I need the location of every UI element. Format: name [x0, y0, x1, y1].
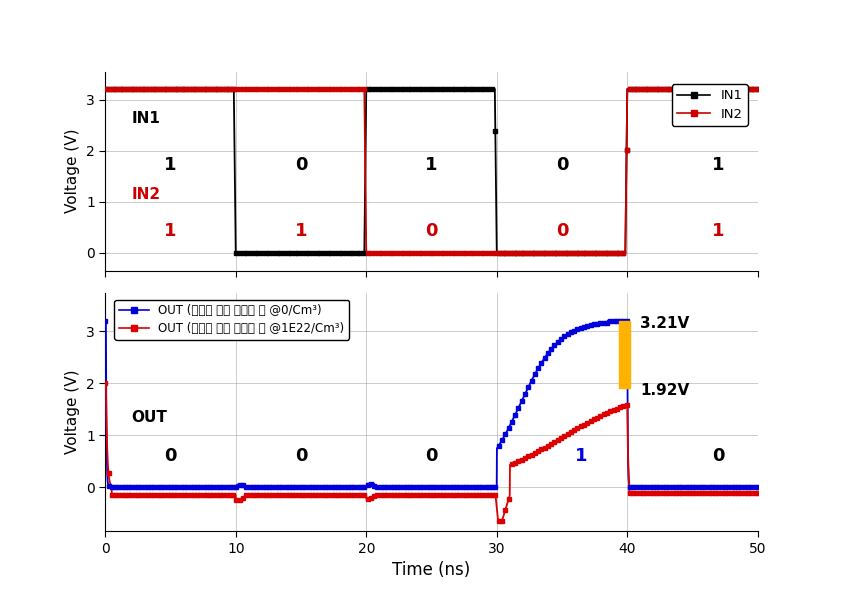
Text: 0: 0: [164, 447, 177, 465]
Text: 0: 0: [556, 156, 568, 174]
Text: 0: 0: [295, 447, 307, 465]
Text: 1.92V: 1.92V: [641, 383, 690, 398]
Bar: [619, 321, 630, 387]
Text: 1: 1: [712, 156, 725, 174]
Text: IN2: IN2: [131, 187, 161, 202]
X-axis label: Time (ns): Time (ns): [392, 561, 471, 579]
Text: 1: 1: [425, 156, 438, 174]
Text: OUT: OUT: [131, 410, 168, 425]
Text: IN1: IN1: [131, 110, 160, 125]
Text: 0: 0: [425, 447, 438, 465]
Text: 0: 0: [425, 222, 438, 241]
Legend: OUT (방사선 영향 모델링 전 @0/Cm³), OUT (방사선 영향 모델링 후 @1E22/Cm³): OUT (방사선 영향 모델링 전 @0/Cm³), OUT (방사선 영향 모…: [115, 300, 349, 340]
Y-axis label: Voltage (V): Voltage (V): [66, 370, 80, 454]
Text: 0: 0: [295, 156, 307, 174]
Text: 0: 0: [556, 222, 568, 241]
Text: 0: 0: [712, 447, 725, 465]
Text: 1: 1: [164, 222, 177, 241]
Text: 1: 1: [712, 222, 725, 241]
Text: 1: 1: [295, 222, 307, 241]
Text: 3.21V: 3.21V: [641, 316, 690, 331]
Legend: IN1, IN2: IN1, IN2: [672, 84, 748, 126]
Text: 1: 1: [575, 447, 588, 465]
Text: 1: 1: [164, 156, 177, 174]
Y-axis label: Voltage (V): Voltage (V): [66, 129, 80, 213]
